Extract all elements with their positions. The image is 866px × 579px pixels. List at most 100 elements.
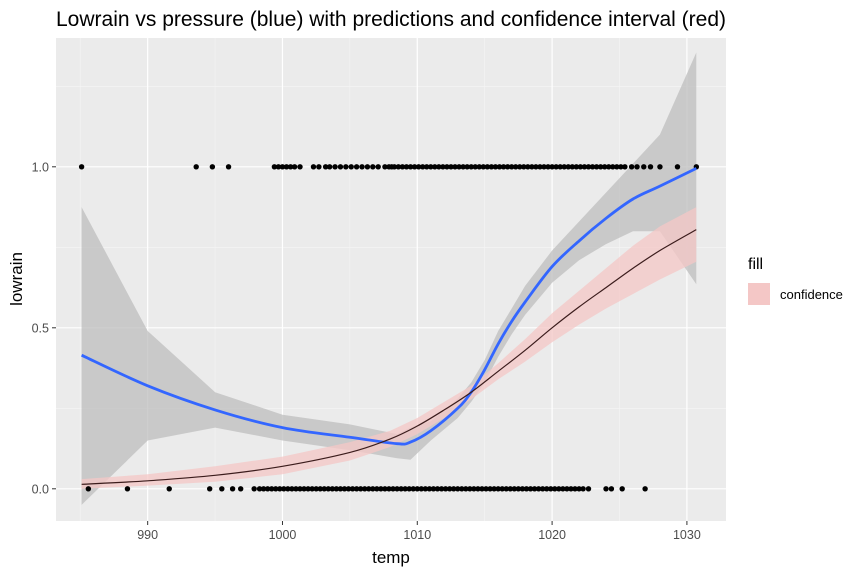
data-point [492, 164, 499, 170]
data-point [348, 164, 354, 170]
data-point [476, 164, 482, 170]
data-point [597, 164, 604, 170]
data-point [391, 164, 398, 170]
data-point [422, 486, 429, 492]
data-point [519, 486, 526, 492]
data-point [378, 486, 384, 492]
data-point [468, 164, 474, 170]
data-point [557, 164, 563, 170]
data-point [424, 164, 430, 170]
data-point [580, 486, 586, 492]
data-point [251, 486, 257, 492]
data-point [317, 486, 323, 492]
data-point [523, 486, 530, 492]
data-point [507, 486, 514, 492]
data-point [219, 486, 225, 492]
data-point [535, 486, 542, 492]
data-point [209, 164, 216, 170]
data-point [271, 164, 278, 170]
data-point [287, 164, 294, 170]
data-point [601, 164, 608, 170]
data-point [503, 486, 509, 492]
data-point [634, 164, 640, 170]
data-point [544, 486, 550, 492]
data-point [581, 164, 588, 170]
data-point [332, 164, 338, 170]
data-point [641, 164, 647, 170]
data-point [541, 164, 547, 170]
data-point [593, 164, 600, 170]
data-point [572, 486, 578, 492]
data-point [552, 486, 558, 492]
data-point [455, 486, 461, 492]
data-point [446, 486, 453, 492]
data-point [395, 164, 402, 170]
data-point [488, 164, 495, 170]
data-point [487, 486, 493, 492]
data-point [289, 486, 295, 492]
data-point [291, 164, 298, 170]
data-point [229, 486, 236, 492]
data-point [553, 164, 559, 170]
data-point [508, 164, 515, 170]
series-lines [81, 167, 697, 485]
data-point [589, 164, 596, 170]
data-point [293, 486, 299, 492]
data-point [608, 486, 615, 492]
data-point [531, 486, 538, 492]
data-point [444, 164, 450, 170]
data-point [382, 164, 388, 170]
data-point [456, 164, 462, 170]
data-point [277, 486, 283, 492]
data-point [407, 164, 414, 170]
data-point [237, 486, 244, 492]
data-point [499, 486, 505, 492]
data-point [496, 164, 503, 170]
data-point [310, 164, 317, 170]
data-point [622, 164, 628, 170]
data-point [619, 486, 625, 492]
data-point [349, 486, 356, 492]
data-point [460, 164, 466, 170]
data-point [124, 486, 131, 492]
data-point [403, 164, 410, 170]
data-point [565, 164, 571, 170]
data-point [428, 164, 434, 170]
data-point [647, 164, 654, 170]
data-point [467, 486, 473, 492]
x-axis-label: temp [372, 548, 410, 567]
data-point [337, 164, 344, 170]
data-point [471, 486, 477, 492]
data-point [436, 164, 442, 170]
data-point [504, 164, 511, 170]
data-point [399, 164, 406, 170]
data-point [419, 164, 426, 170]
data-point [411, 164, 418, 170]
data-point [268, 486, 275, 492]
data-point [426, 486, 433, 492]
data-point [512, 164, 519, 170]
chart-title: Lowrain vs pressure (blue) with predicti… [56, 8, 726, 31]
data-point [301, 486, 307, 492]
smooth-line [81, 167, 697, 446]
data-point [309, 486, 315, 492]
data-point [464, 164, 470, 170]
data-point [325, 486, 332, 492]
data-point [479, 486, 485, 492]
data-point [585, 164, 592, 170]
data-point [480, 164, 487, 170]
data-point [500, 164, 507, 170]
y-tick-label: 1.0 [32, 160, 49, 174]
x-tick-label: 1030 [673, 528, 701, 542]
data-point [390, 486, 396, 492]
confidence-bands [81, 52, 697, 505]
data-point [438, 486, 445, 492]
data-point [511, 486, 518, 492]
data-point [305, 486, 311, 492]
data-point [357, 486, 364, 492]
data-point [326, 164, 333, 170]
data-point [316, 164, 322, 170]
data-point [375, 164, 381, 170]
data-point [322, 164, 329, 170]
